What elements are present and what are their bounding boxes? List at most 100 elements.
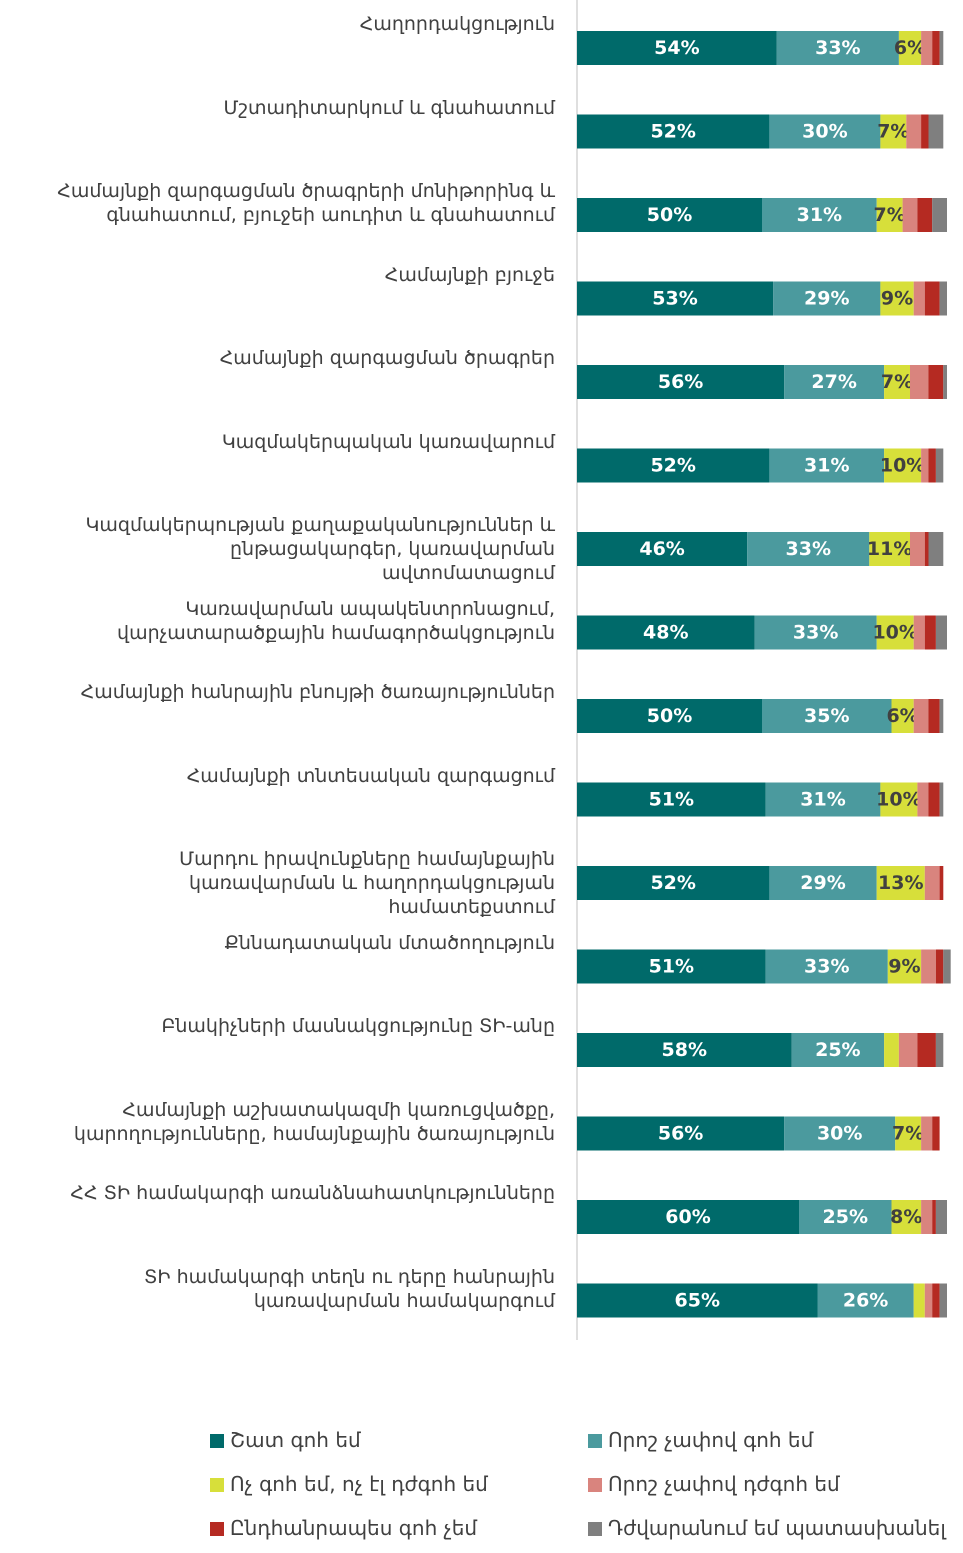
bar-segment	[769, 448, 885, 483]
value-label: 13%	[878, 872, 923, 894]
bar-segment	[935, 1033, 944, 1067]
value-label: 33%	[786, 538, 831, 560]
legend-label: Որոշ չափով գոհ եմ	[608, 1428, 814, 1452]
bar-segment	[776, 31, 899, 65]
value-label: 29%	[800, 872, 845, 894]
bar-segment	[577, 866, 770, 900]
value-label: 50%	[647, 705, 692, 727]
category-label: Համայնքի հանրային բնույթի ծառայություննե…	[80, 681, 555, 703]
legend-swatch	[210, 1522, 224, 1536]
bar-segment	[577, 448, 770, 483]
bar-segment	[869, 532, 910, 566]
bar-segment	[577, 114, 770, 149]
value-label: 10%	[872, 622, 917, 644]
legend-item: Շատ գոհ եմ	[210, 1428, 361, 1452]
value-label: 60%	[665, 1206, 710, 1228]
bar-segment	[898, 1033, 918, 1067]
category-label: Համայնքի տնտեսական զարգացում	[186, 764, 555, 787]
value-label: 8%	[890, 1206, 922, 1228]
bar-segment	[880, 114, 907, 149]
bar-segment	[913, 1283, 925, 1318]
value-label: 7%	[874, 204, 906, 226]
value-label: 52%	[650, 121, 695, 143]
category-label: Համայնքի բյուջե	[384, 263, 555, 286]
legend-swatch	[588, 1522, 602, 1536]
value-label: 56%	[658, 1123, 703, 1145]
bar-segment	[932, 1200, 936, 1234]
bar-segment	[887, 949, 922, 984]
legend-item: Ընդհանրապես գոհ չեմ	[210, 1516, 477, 1540]
category-label: Բնակիչների մասնակցությունը ՏԻ-անը	[161, 1015, 555, 1037]
bar-segment	[932, 1116, 940, 1151]
bar-segment	[577, 1033, 792, 1067]
bar-segment	[921, 448, 929, 483]
bar-segment	[935, 448, 944, 483]
bar-segment	[791, 1033, 885, 1067]
value-label: 30%	[817, 1123, 862, 1145]
bar-segment	[910, 532, 925, 566]
value-label: 11%	[867, 538, 912, 560]
bar-segment	[928, 114, 944, 149]
bar-segment	[876, 198, 903, 232]
bar-segment	[928, 532, 944, 566]
bar-segment	[769, 114, 881, 149]
bar-segment	[577, 699, 762, 733]
bar-segment	[884, 448, 922, 483]
bar-segment	[902, 198, 918, 232]
bar-segment	[921, 114, 929, 149]
bar-segment	[924, 281, 940, 316]
legend-label: Դժվարանում եմ պատասխանել	[608, 1516, 946, 1540]
bar-segment	[924, 532, 929, 566]
bar-segment	[921, 1116, 933, 1151]
bar-segment	[928, 782, 940, 817]
legend-label: Որոշ չափով դժգոհ եմ	[608, 1472, 840, 1496]
bar-segment	[939, 782, 944, 817]
value-label: 6%	[886, 705, 918, 727]
bar-segment	[913, 281, 925, 316]
bar-segment	[943, 949, 951, 984]
bar-segment	[932, 31, 940, 65]
value-label: 54%	[654, 37, 699, 59]
value-label: 56%	[658, 371, 703, 393]
bar-segment	[884, 365, 910, 399]
bar-segment	[577, 1200, 799, 1234]
value-label: 30%	[802, 121, 847, 143]
bar-segment	[884, 1033, 899, 1067]
bar-segment	[924, 1283, 933, 1318]
bar-segment	[921, 949, 936, 984]
value-label: 33%	[793, 622, 838, 644]
bar-segment	[762, 699, 892, 733]
legend-swatch	[588, 1434, 602, 1448]
value-label: 25%	[823, 1206, 868, 1228]
bar-segment	[943, 365, 947, 399]
bar-segment	[765, 949, 888, 984]
bar-segment	[906, 114, 922, 149]
value-label: 51%	[649, 956, 694, 978]
bar-segment	[577, 198, 762, 232]
legend-label: Ոչ գոհ եմ, ոչ էլ դժգոհ եմ	[230, 1472, 488, 1496]
bar-segment	[817, 1283, 914, 1318]
category-label: Մարդու իրավունքները համայնքային կառավարմ…	[179, 848, 555, 918]
bar-segment	[577, 532, 748, 566]
value-label: 48%	[643, 622, 688, 644]
bar-segment	[913, 615, 925, 650]
bar-segment	[924, 866, 940, 900]
value-label: 52%	[650, 872, 695, 894]
category-label: Կառավարման ապակենտրոնացում, վարչատարածքա…	[117, 597, 555, 644]
bar-segment	[895, 1116, 922, 1151]
value-label: 9%	[888, 956, 920, 978]
bar-segment	[932, 198, 947, 232]
bar-segment	[784, 365, 885, 399]
value-label: 46%	[639, 538, 684, 560]
legend-label: Շատ գոհ եմ	[230, 1428, 361, 1452]
bar-segment	[917, 198, 933, 232]
bar-segment	[932, 1283, 940, 1318]
legend-item: Դժվարանում եմ պատասխանել	[588, 1516, 946, 1540]
bar-segment	[880, 782, 918, 817]
value-label: 7%	[881, 371, 913, 393]
bar-segment	[928, 365, 944, 399]
value-label: 65%	[675, 1290, 720, 1312]
value-label: 53%	[652, 288, 697, 310]
bar-segment	[928, 448, 936, 483]
